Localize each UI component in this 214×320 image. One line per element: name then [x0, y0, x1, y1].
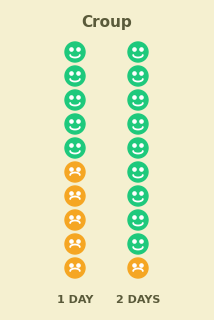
Text: 1 DAY: 1 DAY — [57, 295, 93, 305]
Circle shape — [133, 48, 136, 51]
Circle shape — [70, 168, 73, 171]
Circle shape — [77, 240, 80, 243]
Circle shape — [133, 144, 136, 147]
Circle shape — [140, 96, 143, 99]
Circle shape — [70, 264, 73, 267]
Circle shape — [140, 240, 143, 243]
Circle shape — [133, 120, 136, 123]
Circle shape — [65, 114, 85, 134]
Circle shape — [128, 138, 148, 158]
Circle shape — [77, 144, 80, 147]
Text: 2 DAYS: 2 DAYS — [116, 295, 160, 305]
Circle shape — [133, 72, 136, 75]
Circle shape — [128, 42, 148, 62]
Circle shape — [128, 234, 148, 254]
Circle shape — [133, 168, 136, 171]
Circle shape — [65, 234, 85, 254]
Circle shape — [70, 144, 73, 147]
Circle shape — [140, 192, 143, 195]
Circle shape — [65, 66, 85, 86]
Circle shape — [128, 210, 148, 230]
Circle shape — [140, 168, 143, 171]
Circle shape — [128, 90, 148, 110]
Circle shape — [77, 216, 80, 219]
Circle shape — [65, 162, 85, 182]
Circle shape — [65, 138, 85, 158]
Circle shape — [70, 96, 73, 99]
Circle shape — [77, 264, 80, 267]
Circle shape — [128, 186, 148, 206]
Circle shape — [65, 90, 85, 110]
Circle shape — [133, 264, 136, 267]
Circle shape — [140, 72, 143, 75]
Circle shape — [77, 96, 80, 99]
Text: Croup: Croup — [82, 14, 132, 29]
Circle shape — [128, 258, 148, 278]
Circle shape — [128, 66, 148, 86]
Circle shape — [140, 144, 143, 147]
Circle shape — [133, 216, 136, 219]
Circle shape — [140, 48, 143, 51]
Circle shape — [70, 72, 73, 75]
Circle shape — [65, 186, 85, 206]
Circle shape — [140, 216, 143, 219]
Circle shape — [77, 192, 80, 195]
Circle shape — [70, 120, 73, 123]
Circle shape — [77, 72, 80, 75]
Circle shape — [77, 48, 80, 51]
Circle shape — [128, 162, 148, 182]
Circle shape — [140, 264, 143, 267]
Circle shape — [70, 240, 73, 243]
Circle shape — [65, 258, 85, 278]
Circle shape — [65, 42, 85, 62]
Circle shape — [128, 114, 148, 134]
Circle shape — [77, 120, 80, 123]
Circle shape — [133, 96, 136, 99]
Circle shape — [133, 240, 136, 243]
Circle shape — [140, 120, 143, 123]
Circle shape — [70, 216, 73, 219]
Circle shape — [65, 210, 85, 230]
Circle shape — [77, 168, 80, 171]
Circle shape — [70, 48, 73, 51]
Circle shape — [133, 192, 136, 195]
Circle shape — [70, 192, 73, 195]
